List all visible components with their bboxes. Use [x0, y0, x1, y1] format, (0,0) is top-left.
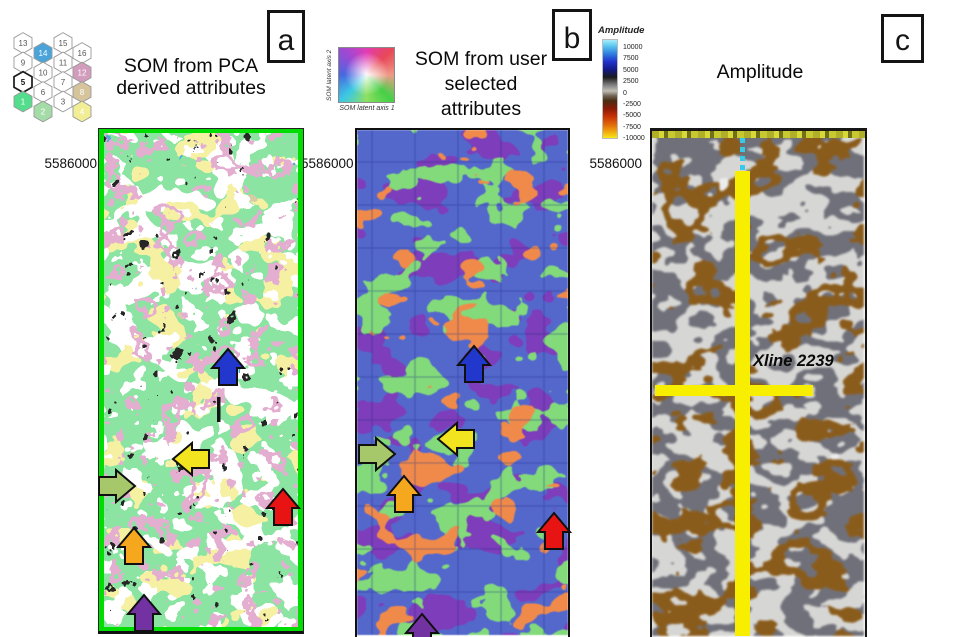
- colorbar-tick: -7500: [623, 123, 641, 131]
- coord-label-a-left: 5586000: [44, 156, 97, 171]
- svg-text:14: 14: [39, 49, 48, 58]
- yellow-left-arrow-b: [436, 421, 475, 457]
- panel-a-label: a: [267, 10, 305, 63]
- panel-c-title: Amplitude: [716, 61, 804, 83]
- red-up-arrow-b: [536, 511, 572, 550]
- hex-cell-6: 6: [33, 81, 53, 103]
- som-latent-2d-colormap: [338, 47, 395, 103]
- inline-crosshair-vertical: [735, 171, 750, 636]
- svg-text:1: 1: [21, 98, 26, 107]
- amplitude-section: Xline 2239: [650, 128, 867, 637]
- coord-label-a-right: 5586000: [301, 156, 354, 171]
- colorbar-tick: -5000: [623, 112, 641, 120]
- panel-b-title: SOM from user selected attributes: [414, 48, 548, 120]
- panel-a-title: SOM from PCA derived attributes: [116, 55, 266, 99]
- hex-cell-2: 2: [33, 100, 53, 123]
- hex-cell-14: 14: [33, 42, 53, 64]
- colorbar-tick: 0: [623, 89, 627, 97]
- blue-up-arrow-a: [210, 347, 246, 386]
- hex-cell-3: 3: [53, 90, 73, 113]
- hex-cell-11: 11: [53, 51, 73, 74]
- xline-annotation: Xline 2239: [753, 352, 834, 370]
- amplitude-colorbar: [602, 39, 618, 139]
- svg-text:15: 15: [59, 39, 68, 48]
- som-pca-map-texture: [104, 133, 298, 627]
- colorbar-title: Amplitude: [598, 25, 645, 36]
- svg-text:2: 2: [41, 108, 46, 117]
- hex-cell-10: 10: [33, 61, 53, 84]
- hex-cell-5: 5: [13, 70, 33, 94]
- colorbar-tick-labels: 10000 7500 5000 2500 0 -2500 -5000 -7500…: [623, 44, 653, 142]
- svg-text:9: 9: [21, 59, 26, 68]
- svg-text:6: 6: [41, 88, 46, 97]
- hex-cell-15: 15: [53, 32, 73, 54]
- red-up-arrow-a: [265, 487, 301, 526]
- purple-up-arrow-b: [404, 612, 440, 637]
- hex-cell-1: 1: [13, 90, 33, 113]
- hex-cell-7: 7: [53, 71, 73, 93]
- svg-text:7: 7: [61, 78, 66, 87]
- colorbar-tick: 2500: [623, 78, 639, 86]
- hex-cell-12: 12: [72, 61, 92, 84]
- som-latent-axis1-label: SOM latent axis 1: [339, 105, 395, 112]
- svg-text:11: 11: [59, 59, 68, 68]
- panel-b-label: b: [552, 9, 592, 61]
- cyan-dashed-line: [740, 138, 745, 172]
- svg-text:13: 13: [19, 39, 28, 48]
- som-pca-map: [98, 128, 304, 634]
- hex-cell-9: 9: [13, 51, 33, 74]
- som-hex-legend: 13 14 15 16 9 10 11 12 5 6 7 8 1 2 3 4: [13, 32, 92, 123]
- amplitude-section-texture: [652, 131, 864, 636]
- blue-up-arrow-b: [456, 344, 492, 383]
- colorbar-tick: 5000: [623, 66, 639, 74]
- horizon-strip: [652, 131, 865, 138]
- hex-cell-13: 13: [13, 32, 33, 54]
- som-user-map: [355, 128, 570, 637]
- orange-up-arrow-b: [386, 474, 422, 513]
- som-user-map-texture: [357, 130, 568, 635]
- svg-text:8: 8: [80, 88, 85, 97]
- colorbar-tick: 7500: [623, 55, 639, 63]
- panel-c-label: c: [881, 14, 924, 63]
- coord-label-c-left: 5586000: [589, 156, 642, 171]
- yellow-left-arrow-a: [171, 441, 210, 477]
- purple-up-arrow-a: [126, 593, 162, 632]
- colorbar-tick: -2500: [623, 100, 641, 108]
- hex-cell-16: 16: [72, 42, 92, 64]
- svg-text:12: 12: [78, 69, 87, 78]
- hex-cell-4: 4: [72, 100, 92, 123]
- svg-text:3: 3: [61, 98, 66, 107]
- xline-crosshair-horizontal: [655, 385, 813, 396]
- som-latent-axis2-label: SOM latent axis 2: [326, 49, 333, 101]
- colorbar-tick: 10000: [623, 44, 643, 51]
- colorbar-tick: -10000: [623, 135, 645, 142]
- green-right-arrow-a: [98, 468, 137, 504]
- svg-text:4: 4: [80, 108, 85, 117]
- svg-text:16: 16: [78, 49, 87, 58]
- svg-text:10: 10: [39, 69, 48, 78]
- orange-up-arrow-a: [116, 526, 152, 565]
- svg-text:5: 5: [21, 78, 26, 87]
- well-marker: [217, 397, 221, 422]
- map-b-gridlines: [357, 130, 568, 635]
- hex-cell-8: 8: [72, 81, 92, 103]
- green-right-arrow-b: [358, 436, 397, 472]
